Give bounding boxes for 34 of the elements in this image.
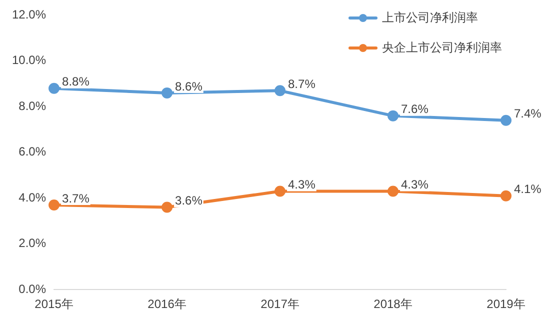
data-label: 8.8% [62, 74, 90, 89]
data-label: 3.7% [62, 191, 90, 206]
data-label: 8.6% [175, 79, 203, 94]
data-label: 8.7% [288, 76, 316, 91]
point [500, 114, 512, 126]
point [500, 190, 512, 202]
y-tick-label: 10.0% [12, 53, 46, 68]
data-label: 3.6% [175, 194, 203, 208]
point [48, 82, 60, 94]
x-tick-label: 2015年 [34, 297, 74, 312]
y-tick-label: 4.0% [18, 190, 46, 204]
point [48, 199, 60, 210]
x-tick-label: 2016年 [148, 297, 186, 312]
point [388, 110, 399, 122]
point [162, 87, 173, 98]
legend-label: 央企上市公司净利润率 [382, 40, 502, 54]
data-label: 4.3% [401, 178, 429, 192]
point [274, 85, 286, 96]
x-tick-label: 2018年 [374, 297, 412, 312]
data-label: 4.3% [288, 178, 316, 192]
data-label: 7.6% [401, 102, 429, 116]
y-tick-label: 8.0% [18, 98, 46, 113]
y-tick-label: 2.0% [18, 236, 46, 250]
point [388, 186, 399, 197]
y-tick-label: 12.0% [12, 8, 46, 22]
data-label: 4.1% [514, 182, 542, 196]
legend-label: 上市公司净利润率 [382, 10, 478, 24]
point [274, 186, 286, 197]
data-label: 7.4% [514, 106, 542, 121]
x-tick-label: 2017年 [260, 297, 300, 312]
y-tick-label: 0.0% [18, 282, 46, 296]
y-tick-label: 6.0% [18, 144, 46, 159]
x-tick-label: 2019年 [486, 297, 526, 312]
point [162, 202, 173, 213]
